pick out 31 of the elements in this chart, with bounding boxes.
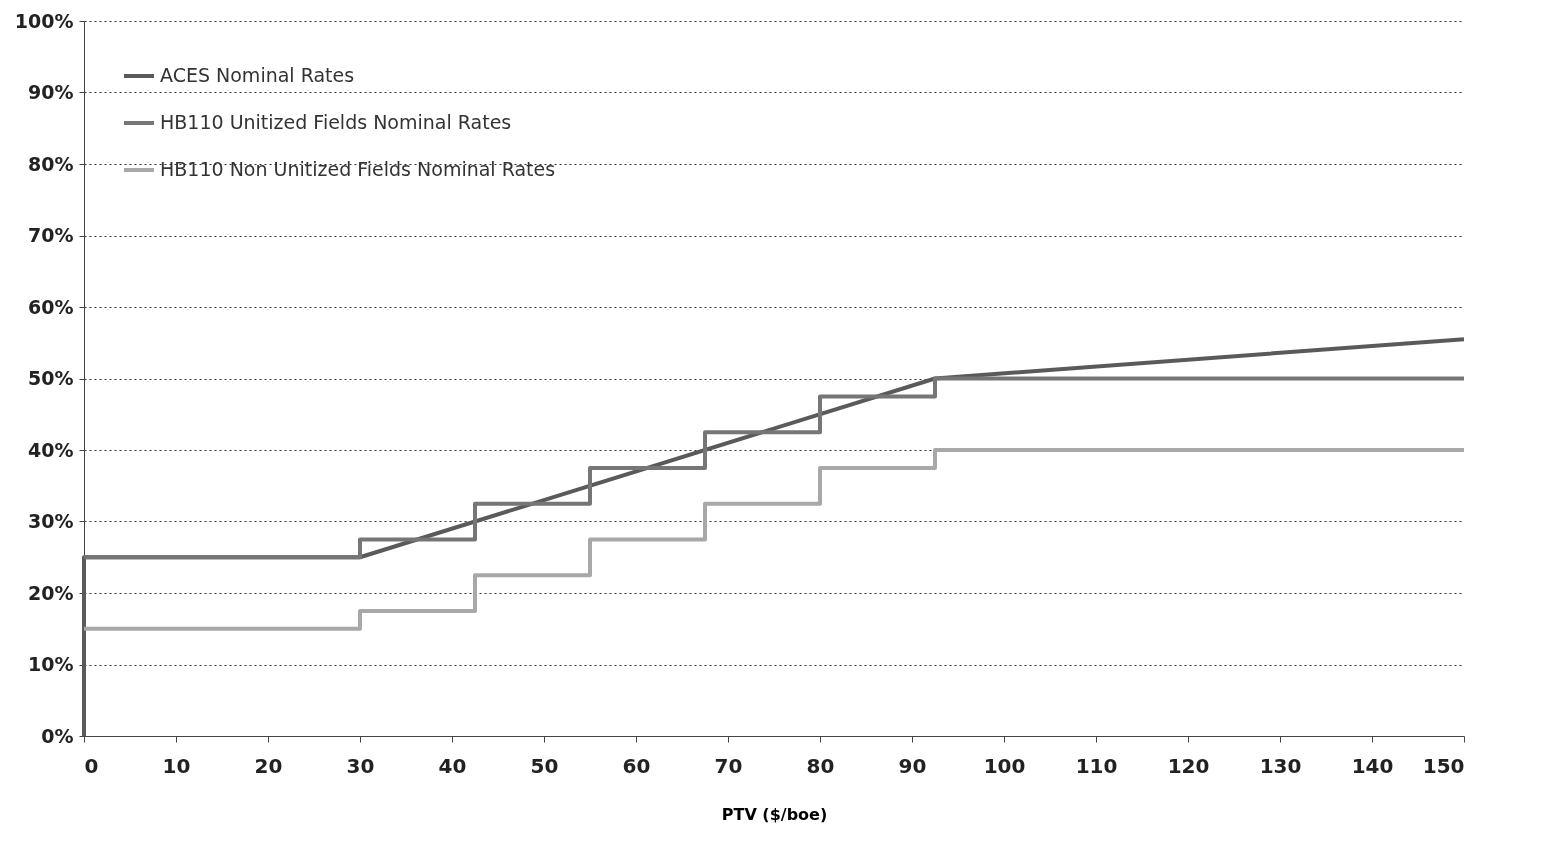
y-tick-label: 60% [28, 295, 74, 318]
y-tick-label: 0% [41, 724, 74, 747]
legend-label: ACES Nominal Rates [160, 64, 355, 86]
x-tick-label: 70 [714, 753, 743, 778]
x-axis-title: PTV ($/boe) [721, 804, 828, 824]
y-tick-label: 70% [28, 224, 74, 246]
x-tick-label: 50 [530, 753, 559, 778]
y-tick-label: 40% [28, 438, 74, 461]
x-tick-label: 150 [1422, 753, 1465, 778]
x-tick-label: 60 [622, 753, 651, 778]
x-tick-label: 90 [898, 753, 927, 778]
x-tick-label: 10 [162, 753, 191, 778]
y-tick-label: 80% [28, 152, 74, 175]
y-tick-label: 20% [28, 581, 74, 604]
x-tick-label: 0 [84, 753, 99, 778]
y-tick-label: 30% [28, 510, 74, 532]
x-tick-label: 110 [1075, 753, 1118, 778]
x-tick-label: 40 [438, 753, 467, 778]
x-tick-label: 80 [806, 753, 835, 778]
x-tick-label: 100 [983, 753, 1026, 778]
y-tick-label: 100% [14, 9, 74, 32]
legend-label: HB110 Non Unitized Fields Nominal Rates [160, 158, 556, 180]
x-tick-label: 30 [346, 753, 375, 778]
x-tick-label: 140 [1351, 753, 1394, 778]
y-tick-label: 50% [28, 367, 74, 389]
legend-label: HB110 Unitized Fields Nominal Rates [160, 111, 512, 133]
x-tick-label: 20 [254, 753, 283, 778]
y-tick-label: 10% [28, 653, 74, 675]
x-tick-label: 130 [1259, 753, 1302, 778]
y-tick-label: 90% [28, 81, 74, 103]
x-tick-label: 120 [1167, 753, 1210, 778]
